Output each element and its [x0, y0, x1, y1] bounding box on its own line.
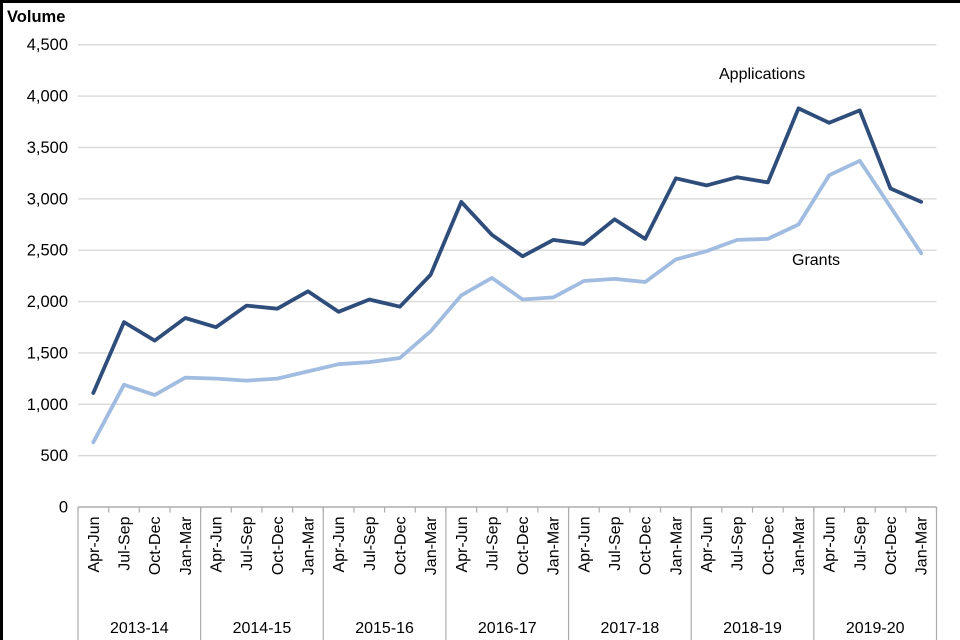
- y-axis-tick-label: 4,500: [27, 36, 68, 54]
- y-axis-tick-label: 1,500: [27, 344, 68, 362]
- x-axis-quarter-label: Jan-Mar: [178, 516, 195, 575]
- applications-line: [91, 106, 924, 395]
- x-axis-quarter-label: Apr-Jun: [454, 517, 471, 573]
- y-axis-tick-label: 2,500: [27, 242, 68, 260]
- x-axis-quarter-label: Jan-Mar: [423, 516, 440, 575]
- x-axis-year-label: 2016-17: [478, 620, 537, 637]
- x-axis-quarter-label: Jul-Sep: [484, 516, 501, 570]
- x-axis-quarter-label: Jan-Mar: [300, 516, 317, 575]
- y-axis-title: Volume: [7, 8, 66, 26]
- y-axis-tick-label: 3,500: [27, 139, 68, 157]
- x-axis-year-label: 2013-14: [110, 620, 169, 637]
- x-axis-quarter-label: Oct-Dec: [638, 517, 655, 576]
- x-axis-quarter-label: Apr-Jun: [576, 517, 593, 573]
- x-axis-quarter-label: Jul-Sep: [730, 516, 747, 570]
- x-axis-quarter-label: Jul-Sep: [607, 516, 624, 570]
- y-axis-tick-label: 1,000: [27, 396, 68, 414]
- x-axis-year-label: 2014-15: [233, 620, 292, 637]
- y-axis-tick-label: 2,000: [27, 293, 68, 311]
- x-axis-quarter-label: Jul-Sep: [239, 516, 256, 570]
- y-axis-tick-label: 500: [40, 447, 68, 465]
- x-axis-quarter-label: Jan-Mar: [668, 516, 685, 575]
- left-border-line: [0, 0, 3, 640]
- x-axis-quarter-label: Apr-Jun: [331, 517, 348, 573]
- grants-series-label: Grants: [792, 252, 841, 269]
- x-axis-quarter-label: Jan-Mar: [791, 516, 808, 575]
- x-axis-quarter-label: Oct-Dec: [515, 517, 532, 576]
- x-axis-quarter-label: Jul-Sep: [116, 516, 133, 570]
- x-axis-year-label: 2015-16: [355, 620, 414, 637]
- x-axis-quarter-label: Apr-Jun: [822, 517, 839, 573]
- x-axis-quarter-label: Apr-Jun: [699, 517, 716, 573]
- grants-line: [91, 158, 924, 445]
- x-axis-year-label: 2019-20: [846, 620, 905, 637]
- applications-series-label: Applications: [719, 66, 806, 83]
- x-axis-quarter-label: Oct-Dec: [760, 517, 777, 576]
- x-axis-quarter-label: Apr-Jun: [86, 517, 103, 573]
- top-border-line: [0, 0, 960, 3]
- x-axis-quarter-label: Oct-Dec: [270, 517, 287, 576]
- x-axis-quarter-label: Jan-Mar: [546, 516, 563, 575]
- x-axis-year-label: 2018-19: [723, 620, 782, 637]
- x-axis-quarter-label: Jul-Sep: [852, 516, 869, 570]
- x-axis-quarter-label: Oct-Dec: [392, 517, 409, 576]
- y-axis-tick-label: 4,000: [27, 88, 68, 106]
- x-axis-quarter-label: Oct-Dec: [883, 517, 900, 576]
- y-axis-tick-label: 3,000: [27, 190, 68, 208]
- x-axis-quarter-label: Jan-Mar: [914, 516, 931, 575]
- y-axis-tick-label: 0: [59, 499, 68, 517]
- x-axis-quarter-label: Jul-Sep: [362, 516, 379, 570]
- x-axis-year-label: 2017-18: [601, 620, 660, 637]
- x-axis-quarter-label: Oct-Dec: [147, 517, 164, 576]
- x-axis-quarter-label: Apr-Jun: [208, 517, 225, 573]
